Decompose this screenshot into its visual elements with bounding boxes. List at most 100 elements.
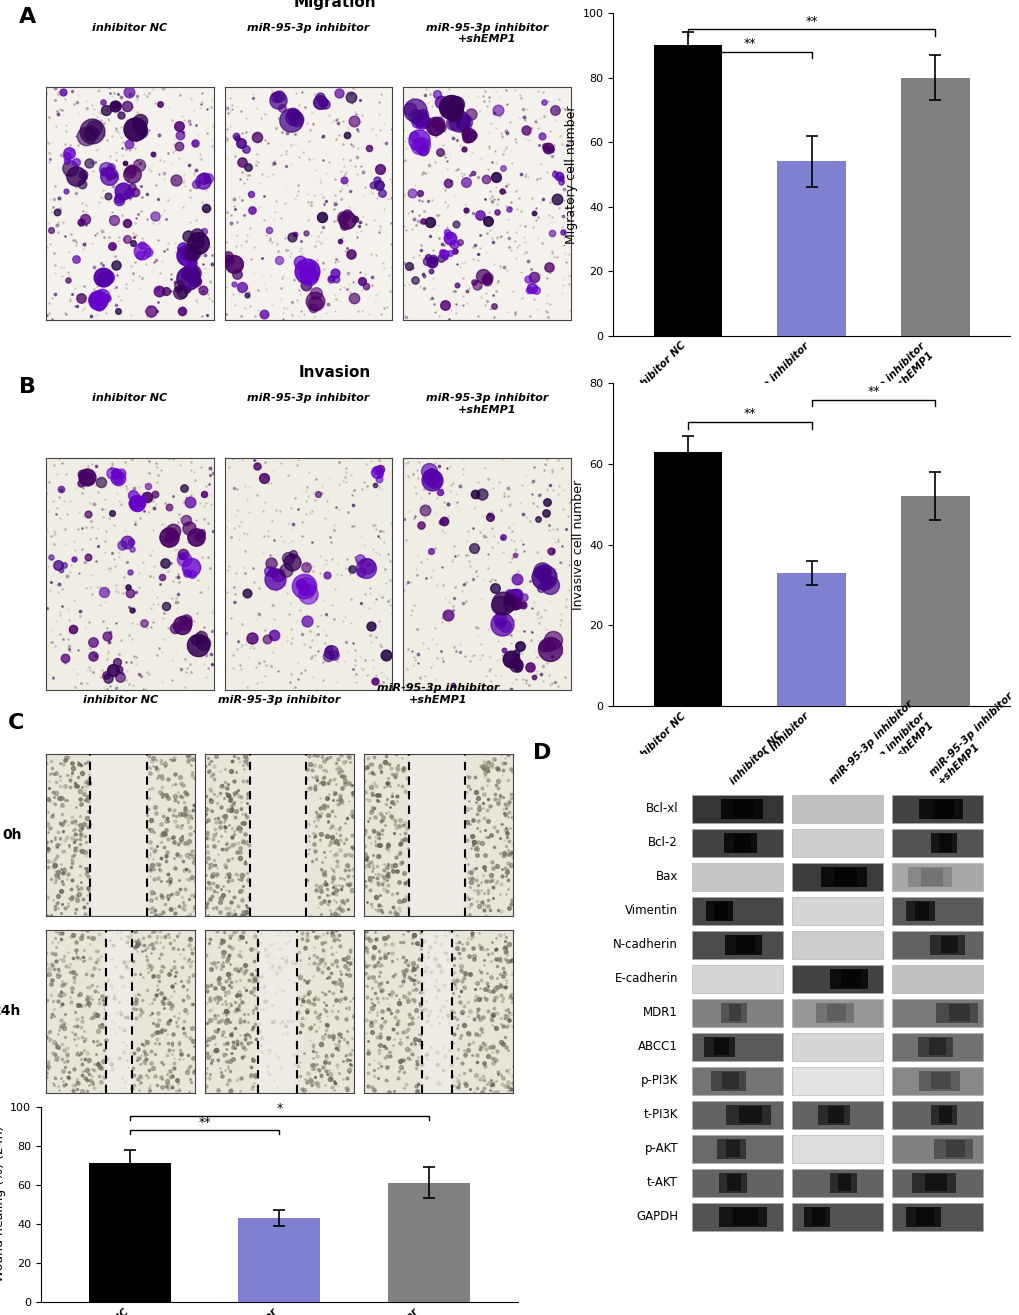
Bar [948, 1005, 969, 1022]
Text: miR-95-3p inhibitor: miR-95-3p inhibitor [247, 22, 369, 33]
Bar [710, 1070, 745, 1091]
Bar [918, 1070, 959, 1091]
Bar [791, 965, 881, 993]
Bar [716, 1139, 745, 1159]
Y-axis label: Migratory cell number: Migratory cell number [565, 105, 578, 243]
Bar [387, 1182, 469, 1302]
Bar [691, 1101, 782, 1130]
Text: **: ** [199, 1116, 211, 1130]
Bar [729, 1005, 741, 1022]
Bar [827, 1106, 843, 1123]
Text: miR-95-3p inhibitor
+shEMP1: miR-95-3p inhibitor +shEMP1 [425, 22, 547, 45]
Bar [727, 1174, 740, 1191]
Text: MDR1: MDR1 [643, 1006, 678, 1019]
Bar [653, 46, 721, 335]
Bar [891, 998, 981, 1027]
Bar [911, 1173, 955, 1193]
Bar [826, 1005, 846, 1022]
Bar [891, 1032, 981, 1061]
Text: inhibitor NC: inhibitor NC [93, 22, 167, 33]
Bar [930, 1072, 951, 1089]
Bar [930, 1105, 956, 1124]
Bar [720, 1003, 746, 1023]
Bar [829, 1173, 856, 1193]
Bar [791, 794, 881, 823]
Bar [691, 1066, 782, 1095]
Bar [691, 897, 782, 926]
Bar [907, 867, 952, 886]
Bar [891, 931, 981, 959]
Bar [837, 1174, 851, 1191]
Text: inhibitor NC: inhibitor NC [93, 393, 167, 404]
Text: miR-95-3p inhibitor
+shEMP1: miR-95-3p inhibitor +shEMP1 [377, 684, 499, 705]
Bar [691, 998, 782, 1027]
Bar [720, 800, 762, 819]
Bar [791, 1169, 881, 1197]
Bar [791, 1203, 881, 1231]
Bar [718, 1173, 746, 1193]
Bar [691, 863, 782, 892]
Text: Migration: Migration [293, 0, 376, 11]
Text: **: ** [805, 14, 817, 28]
Text: miR-95-3p inhibitor
+shEMP1: miR-95-3p inhibitor +shEMP1 [425, 393, 547, 414]
Bar [791, 998, 881, 1027]
Bar [927, 1039, 945, 1056]
Bar [937, 835, 951, 852]
Text: p-PI3K: p-PI3K [640, 1074, 678, 1088]
Bar [901, 78, 969, 335]
Text: D: D [532, 743, 550, 763]
Bar [739, 1106, 761, 1123]
Bar [891, 863, 981, 892]
Bar [914, 902, 928, 919]
Bar [817, 1105, 849, 1124]
Text: miR-95-3p inhibitor: miR-95-3p inhibitor [247, 393, 369, 404]
Bar [935, 1003, 977, 1023]
Bar [901, 496, 969, 706]
Bar [940, 936, 957, 953]
Bar [691, 965, 782, 993]
Text: inhibitor NC: inhibitor NC [83, 694, 158, 705]
Bar [726, 1140, 740, 1157]
Y-axis label: Wound healing (%) (24h): Wound healing (%) (24h) [0, 1126, 6, 1282]
Bar [691, 828, 782, 857]
Bar [920, 868, 943, 885]
Bar [691, 1135, 782, 1164]
Text: Vimentin: Vimentin [625, 905, 678, 918]
Bar [891, 828, 981, 857]
Bar [924, 1174, 947, 1191]
Bar [791, 931, 881, 959]
Bar [691, 931, 782, 959]
Text: Bax: Bax [655, 871, 678, 884]
Text: C: C [7, 713, 23, 732]
Bar [705, 901, 733, 920]
Bar [90, 1164, 171, 1302]
Text: **: ** [866, 385, 879, 398]
Bar [653, 452, 721, 706]
Bar [238, 1218, 320, 1302]
Bar [891, 794, 981, 823]
Text: **: ** [743, 408, 755, 421]
Bar [791, 1066, 881, 1095]
Bar [791, 897, 881, 926]
Bar [713, 1039, 729, 1056]
Bar [734, 835, 750, 852]
Bar [834, 868, 857, 885]
Text: 24h: 24h [0, 1005, 21, 1018]
Text: miR-95-3p inhibitor
+shEMP1: miR-95-3p inhibitor +shEMP1 [927, 692, 1019, 786]
Bar [718, 1207, 766, 1227]
Text: N-cadherin: N-cadherin [612, 939, 678, 952]
Bar [931, 801, 954, 818]
Bar [733, 801, 754, 818]
Text: inhibitor NC: inhibitor NC [728, 730, 784, 786]
Bar [791, 1032, 881, 1061]
Text: **: ** [743, 37, 755, 50]
Bar [918, 800, 962, 819]
Bar [725, 935, 761, 955]
Bar [691, 1032, 782, 1061]
Bar [841, 970, 860, 988]
Bar [691, 1203, 782, 1231]
Bar [891, 965, 981, 993]
Bar [891, 1203, 981, 1231]
Text: t-AKT: t-AKT [646, 1177, 678, 1189]
Bar [776, 162, 845, 335]
